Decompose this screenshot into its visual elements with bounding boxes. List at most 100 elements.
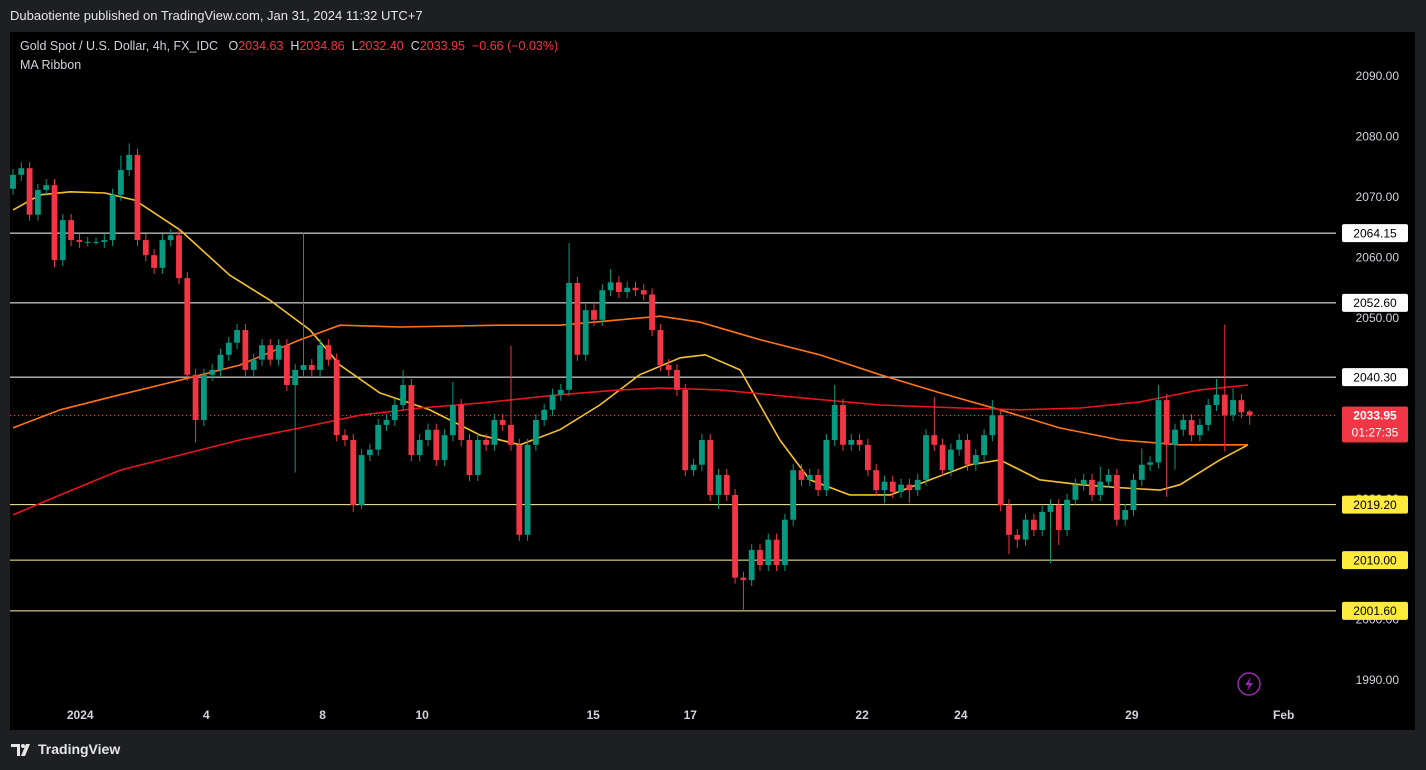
legend-value: 2034.63	[238, 39, 284, 53]
candle-body	[582, 310, 589, 355]
candle-body	[1130, 479, 1137, 511]
y-tick-label: 2070.00	[1356, 190, 1400, 204]
candle-body	[491, 420, 498, 445]
candle-body	[690, 464, 697, 471]
candle-body	[574, 282, 581, 355]
candle-body	[657, 330, 664, 366]
candle-body	[43, 185, 50, 190]
candle-body	[1105, 475, 1112, 482]
alert-icon[interactable]	[1237, 672, 1261, 696]
candle-body	[167, 235, 174, 241]
candle-body	[566, 282, 572, 390]
alert-circle	[1237, 672, 1261, 696]
candle-body	[1113, 475, 1120, 520]
legend-change: −0.66 (−0.03%)	[471, 39, 559, 53]
candle-body	[474, 439, 481, 476]
last-price-bg	[1342, 406, 1408, 443]
candle-body	[989, 415, 996, 436]
candle-body	[632, 287, 639, 291]
candle-body	[674, 369, 680, 390]
candle-body	[898, 484, 904, 492]
level-label-bg	[1342, 224, 1408, 243]
candle-body	[508, 424, 514, 445]
x-tick-label: 2024	[67, 708, 94, 722]
candle-body	[1122, 510, 1129, 520]
chart-background	[10, 32, 1415, 730]
labels-layer: 2064.15 2052.60 2040.30 2019.20 2010.00 2001.…	[1342, 224, 1408, 620]
candle-body	[640, 290, 647, 295]
level-label: 2019.20	[1353, 498, 1397, 512]
candle-body	[184, 278, 191, 375]
ma-line	[12, 384, 1249, 516]
candle-body	[997, 415, 1004, 506]
candle-body	[433, 429, 440, 460]
candle-body	[333, 359, 340, 436]
candle-body	[76, 240, 83, 242]
candle-body	[914, 479, 921, 491]
candle-body	[383, 420, 390, 425]
candle-body	[292, 369, 299, 386]
candle-body	[923, 435, 929, 480]
candle-body	[1072, 484, 1079, 500]
candle-body	[18, 168, 25, 175]
candle-body	[1089, 479, 1095, 495]
legend-value: 2032.40	[358, 39, 404, 53]
x-tick-label: 29	[1125, 708, 1139, 722]
last-price-label: 2033.95	[1353, 409, 1397, 423]
indicator-name: MA Ribbon	[20, 58, 82, 72]
level-label-bg	[1342, 368, 1408, 387]
candle-body	[466, 439, 473, 476]
candle-body	[109, 194, 116, 241]
candle-body	[765, 539, 772, 566]
candle-body	[217, 354, 224, 370]
level-label: 2064.15	[1353, 226, 1397, 240]
candle-body	[964, 439, 971, 465]
candle-body	[591, 310, 597, 320]
candle-body	[234, 330, 240, 343]
x-tick-label: 22	[855, 708, 869, 722]
candle-body	[1180, 420, 1187, 430]
candle-body	[524, 444, 531, 535]
candle-body	[209, 369, 216, 375]
candle-body	[624, 287, 631, 293]
x-tick-label: 8	[319, 708, 326, 722]
levels-layer	[10, 232, 1336, 612]
y-tick-label: 2090.00	[1356, 69, 1400, 83]
candle-body	[441, 435, 448, 460]
legend-key: L	[351, 39, 359, 53]
candle-body	[1138, 464, 1145, 480]
candle-body	[1163, 400, 1170, 445]
candle-body	[665, 365, 672, 370]
candle-body	[1238, 400, 1245, 413]
candles-layer	[10, 143, 1253, 610]
candle-body	[1246, 411, 1253, 416]
candle-body	[308, 365, 315, 370]
candle-body	[707, 439, 714, 495]
candle-body	[557, 389, 564, 395]
level-label-bg	[1342, 551, 1408, 570]
candle-body	[34, 189, 41, 215]
level-label-bg	[1342, 601, 1408, 620]
candle-body	[400, 385, 406, 405]
candle-body	[1039, 511, 1046, 530]
candle-body	[51, 185, 58, 261]
x-tick-label: 4	[203, 708, 210, 722]
candle-body	[225, 342, 232, 355]
candle-body	[250, 359, 257, 370]
candle-body	[176, 235, 182, 279]
candle-body	[59, 220, 66, 261]
candle-body	[1014, 534, 1021, 540]
level-label: 2040.30	[1353, 370, 1397, 384]
x-tick-label: 10	[415, 708, 429, 722]
candle-body	[317, 345, 323, 370]
candle-body	[358, 455, 365, 506]
candle-body	[864, 444, 871, 471]
logo-shape	[11, 744, 30, 756]
candle-body	[458, 404, 465, 440]
candle-body	[615, 282, 622, 293]
candle-body	[117, 170, 124, 195]
candle-body	[549, 394, 556, 410]
symbol-legend: Gold Spot / U.S. Dollar, 4h, FX_IDC O203…	[20, 39, 558, 53]
